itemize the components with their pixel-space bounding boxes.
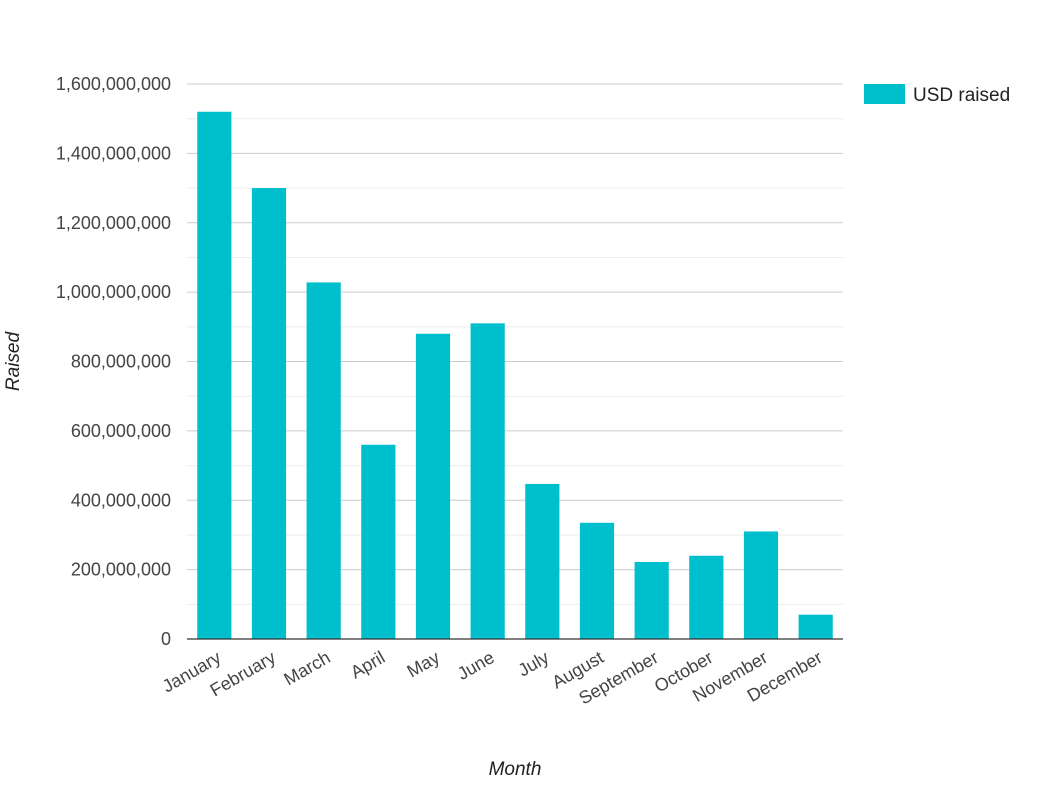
x-axis-title: Month [489,759,542,780]
bar-june [470,323,505,639]
y-tick-label: 200,000,000 [71,560,171,580]
y-tick-label: 800,000,000 [71,352,171,372]
bars [197,111,833,639]
bar-july [525,483,560,639]
y-tick-label: 1,600,000,000 [56,74,171,94]
legend-label: USD raised [913,85,1010,106]
x-tick-label: May [404,647,443,681]
legend-swatch [864,84,905,104]
bar-january [197,111,232,639]
y-tick-labels: 0 200,000,000 400,000,000 600,000,000 800,00… [56,74,171,649]
x-tick-label: June [454,647,498,684]
y-tick-label: 400,000,000 [71,490,171,510]
x-tick-label: April [347,647,388,682]
bar-october [689,555,724,639]
x-tick-label: July [515,647,553,680]
bar-november [743,531,779,639]
y-tick-label: 600,000,000 [71,421,171,441]
bar-may [415,333,451,639]
bar-december [798,614,833,639]
bar-august [579,522,615,639]
bar-february [251,188,287,639]
bar-september [634,561,669,639]
y-tick-label: 1,400,000,000 [56,143,171,163]
gridlines [187,83,843,605]
y-tick-label: 0 [161,629,171,649]
bar-april [361,444,396,639]
legend: USD raised [864,84,1010,106]
y-axis-title: Raised [3,331,24,392]
y-tick-label: 1,000,000,000 [56,282,171,302]
y-tick-label: 1,200,000,000 [56,213,171,233]
bar-march [306,282,341,639]
x-tick-label: March [280,647,333,689]
